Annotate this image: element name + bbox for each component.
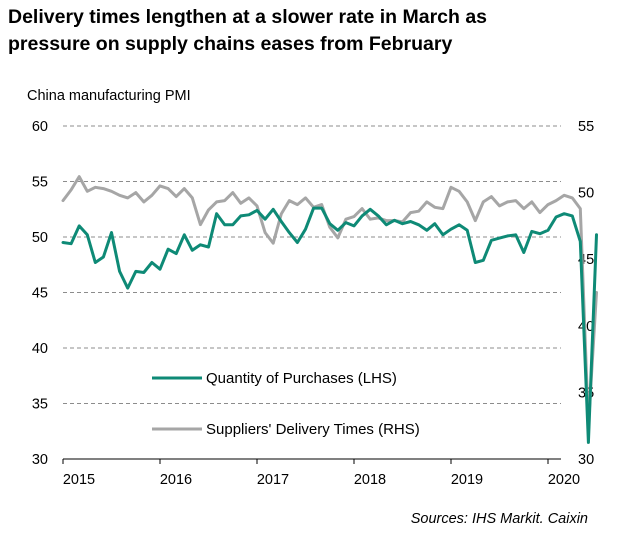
legend: Quantity of Purchases (LHS) Suppliers' De… <box>152 370 420 438</box>
series-lines <box>61 175 598 444</box>
y-left-tick-label: 50 <box>32 230 48 246</box>
legend-label-delivery: Suppliers' Delivery Times (RHS) <box>206 421 420 438</box>
chart-title: Delivery times lengthen at a slower rate… <box>8 4 623 58</box>
x-tick-label: 2017 <box>257 472 289 488</box>
x-tick-label: 2015 <box>63 472 95 488</box>
gridlines <box>63 125 561 404</box>
chart-title-line-2: pressure on supply chains eases from Feb… <box>8 33 453 55</box>
legend-label-purchases: Quantity of Purchases (LHS) <box>206 370 397 387</box>
y-axis-title: China manufacturing PMI <box>27 88 191 104</box>
delivery-times-series-line <box>61 175 598 428</box>
y-right-tick-label: 30 <box>578 452 594 468</box>
x-tick-label: 2020 <box>548 472 580 488</box>
source-note: Sources: IHS Markit. Caixin <box>410 511 588 527</box>
chart-title-line-1: Delivery times lengthen at a slower rate… <box>8 6 488 28</box>
y-right-tick-label: 55 <box>578 119 594 135</box>
purchases-series-line <box>61 206 598 444</box>
x-tick-label: 2018 <box>354 472 386 488</box>
y-left-tick-label: 30 <box>32 452 48 468</box>
y-left-tick-label: 60 <box>32 119 48 135</box>
y-right-tick-label: 50 <box>578 186 594 202</box>
x-tick-label: 2016 <box>160 472 192 488</box>
y-left-tick-label: 55 <box>32 175 48 191</box>
y-left-tick-label: 40 <box>32 341 48 357</box>
y-left-tick-label: 45 <box>32 286 48 302</box>
y-left-tick-label: 35 <box>32 397 48 413</box>
x-tick-label: 2019 <box>451 472 483 488</box>
